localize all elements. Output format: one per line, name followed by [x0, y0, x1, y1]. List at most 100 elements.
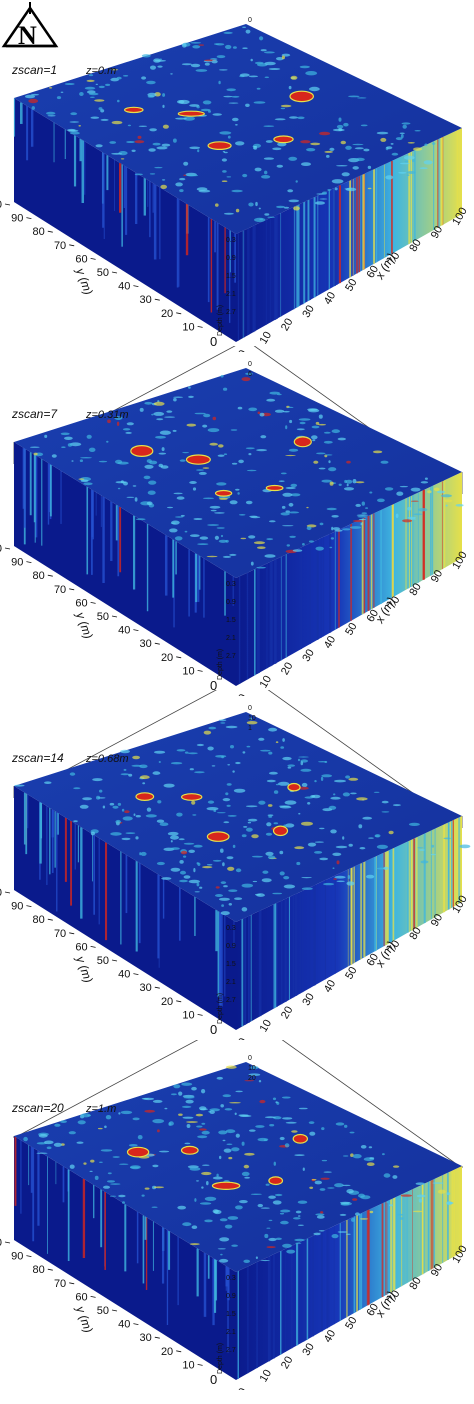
x-tick: 40	[322, 634, 339, 651]
anomaly-speck	[226, 176, 232, 178]
depth-value-label: z=1.m	[85, 1103, 116, 1115]
anomaly-speck	[252, 880, 258, 883]
depth-tick: 2.7	[226, 997, 236, 1004]
anomaly-speck	[268, 520, 276, 523]
anomaly-speck	[245, 447, 255, 450]
anomaly-speck	[268, 815, 273, 818]
anomaly-speck	[342, 792, 350, 797]
anomaly-speck	[342, 836, 345, 840]
anomaly-speck	[235, 1205, 243, 1210]
anomaly-speck	[275, 1237, 282, 1240]
anomaly-speck	[368, 1146, 373, 1149]
anomaly-speck	[316, 452, 326, 455]
top-depth-tick: 10	[248, 715, 256, 722]
anomaly-speck	[321, 479, 332, 483]
anomaly-speck	[230, 429, 238, 431]
anomaly-speck	[186, 1124, 191, 1128]
anomaly-speck	[98, 85, 105, 89]
x-tick: 30	[300, 647, 317, 664]
anomaly-speck	[141, 54, 151, 58]
top-face	[14, 1062, 462, 1272]
anomaly-speck	[229, 500, 238, 505]
anomaly-speck	[315, 201, 325, 205]
anomaly-speck	[206, 807, 219, 811]
anomaly-speck	[184, 530, 188, 533]
anomaly-speck	[275, 741, 279, 744]
anomaly-speck	[161, 877, 172, 880]
anomaly-speck	[321, 1159, 328, 1162]
anomaly-speck	[207, 800, 215, 804]
depth-axis-label: Depth (m)	[217, 1343, 224, 1374]
y-tick-mark	[133, 285, 139, 287]
x-tick: 10	[258, 1018, 275, 1035]
anomaly-speck	[346, 460, 351, 464]
anomaly-speck	[331, 526, 334, 531]
anomaly-speck	[188, 849, 195, 853]
depth-tick: 0.3	[226, 1275, 236, 1282]
anomaly-speck	[250, 58, 253, 62]
anomaly-speck	[334, 875, 346, 879]
anomaly-speck	[242, 47, 248, 49]
anomaly-speck	[245, 805, 258, 808]
anomaly-speck	[305, 71, 318, 76]
anomaly-speck	[60, 432, 70, 436]
anomaly-speck	[301, 162, 311, 167]
anomaly-speck	[116, 76, 122, 80]
anomaly-speck	[343, 1155, 349, 1157]
y-tick: 90	[11, 557, 23, 569]
anomaly-speck	[265, 851, 274, 856]
frame-top-edge	[13, 690, 463, 829]
y-tick-mark	[154, 298, 160, 301]
y-tick: 30	[140, 1332, 152, 1344]
anomaly-speck	[233, 788, 246, 793]
right-face	[236, 1166, 462, 1380]
anomaly-speck	[284, 800, 297, 805]
anomaly-speck	[231, 1147, 240, 1152]
anomaly-speck	[343, 487, 355, 491]
anomaly-speck	[100, 1149, 113, 1152]
anomaly-speck	[319, 857, 329, 861]
anomaly-speck	[134, 497, 138, 502]
depth-tick: 1.5	[226, 617, 236, 624]
y-tick-mark	[90, 946, 96, 948]
anomaly-speck	[417, 847, 424, 849]
anomaly-speck	[216, 55, 226, 59]
anomaly-speck	[199, 536, 209, 540]
anomaly-speck	[311, 425, 320, 429]
anomaly-speck	[122, 428, 131, 431]
x-tick: 50	[343, 1315, 360, 1332]
anomaly-speck	[219, 131, 232, 135]
anomaly-speck	[117, 99, 120, 103]
anomaly-speck	[222, 170, 227, 173]
anomaly-speck	[189, 104, 200, 107]
anomaly-speck	[95, 83, 99, 85]
anomaly-speck	[162, 104, 165, 108]
anomaly-speck	[254, 167, 262, 172]
anomaly-speck	[298, 1107, 308, 1110]
strong-anomaly	[293, 436, 312, 448]
strong-anomaly	[206, 831, 230, 842]
anomaly-speck	[135, 815, 141, 818]
anomaly-speck	[315, 546, 324, 551]
anomaly-speck	[289, 535, 296, 538]
anomaly-speck	[120, 773, 130, 776]
anomaly-speck	[133, 813, 136, 816]
anomaly-speck	[423, 160, 433, 165]
depth-tick: 2.7	[226, 309, 236, 316]
anomaly-speck	[189, 1243, 200, 1246]
anomaly-speck	[107, 1180, 115, 1183]
anomaly-speck	[123, 768, 127, 771]
zscan-label: zscan=14	[11, 751, 64, 765]
top-depth-tick: 0	[248, 1055, 252, 1062]
anomaly-speck	[289, 419, 293, 424]
anomaly-speck	[285, 425, 288, 430]
anomaly-speck	[76, 1141, 84, 1144]
anomaly-speck	[206, 1181, 209, 1186]
anomaly-speck	[99, 1161, 103, 1163]
anomaly-speck	[396, 491, 404, 496]
anomaly-speck	[418, 1198, 423, 1203]
anomaly-speck	[328, 467, 337, 472]
anomaly-speck	[234, 1112, 237, 1116]
anomaly-speck	[273, 1161, 276, 1166]
anomaly-speck	[250, 1193, 262, 1195]
